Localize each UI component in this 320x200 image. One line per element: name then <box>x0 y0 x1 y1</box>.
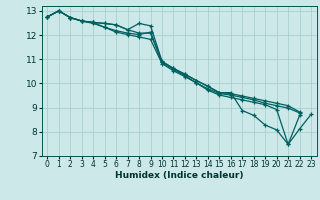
X-axis label: Humidex (Indice chaleur): Humidex (Indice chaleur) <box>115 171 244 180</box>
